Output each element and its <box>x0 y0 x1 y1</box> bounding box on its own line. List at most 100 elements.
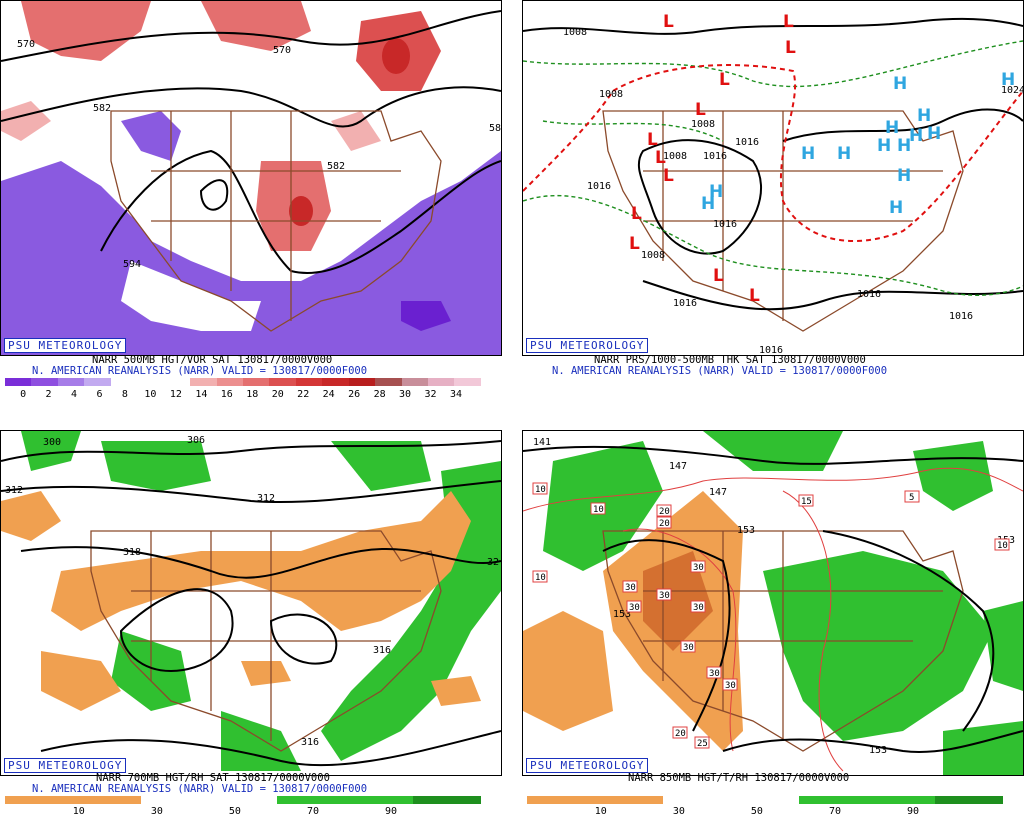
svg-text:30: 30 <box>693 603 704 613</box>
colorbar-tick-label: 16 <box>220 389 233 400</box>
svg-text:1024: 1024 <box>1001 85 1023 96</box>
colorbar-swatch <box>935 796 1003 804</box>
svg-text:15: 15 <box>801 497 812 507</box>
svg-text:30: 30 <box>693 563 704 573</box>
svg-text:300: 300 <box>43 437 61 448</box>
svg-text:20: 20 <box>659 507 670 517</box>
svg-text:L: L <box>785 38 796 58</box>
svg-text:153: 153 <box>613 609 631 620</box>
colorbar-swatch <box>428 378 455 386</box>
svg-text:316: 316 <box>301 737 319 748</box>
svg-text:L: L <box>719 70 730 90</box>
colorbar-tick-label: 70 <box>306 806 319 817</box>
svg-text:1008: 1008 <box>563 27 587 38</box>
svg-text:312: 312 <box>5 485 23 496</box>
colorbar-tick-label: 12 <box>169 389 182 400</box>
svg-text:L: L <box>695 100 706 120</box>
colorbar-tick-label: 90 <box>385 806 398 817</box>
panel1-caption-line1: NARR 500MB HGT/VOR SAT 130817/0000V000 <box>92 354 333 366</box>
rh700-colorbar-ticks: 10 30 50 70 90 <box>5 806 481 818</box>
svg-text:L: L <box>647 130 658 150</box>
svg-text:H: H <box>917 106 931 126</box>
svg-text:32: 32 <box>487 557 499 568</box>
colorbar-tick-label: 4 <box>71 389 78 400</box>
svg-text:570: 570 <box>273 45 291 56</box>
vorticity-colorbar-ticks: 0 2 4 6 8 10 12 14 16 18 20 22 24 26 28 30 32 34 <box>5 389 481 401</box>
svg-text:58: 58 <box>489 123 501 134</box>
colorbar-swatch <box>295 378 323 386</box>
colorbar-swatch <box>345 796 413 804</box>
colorbar-swatch <box>322 378 349 386</box>
colorbar-swatch <box>110 378 138 386</box>
panel3-caption-line2: N. AMERICAN REANALYSIS (NARR) VALID = 13… <box>32 783 368 795</box>
svg-text:1016: 1016 <box>857 289 881 300</box>
colorbar-swatch <box>141 796 209 804</box>
panel2-caption-line1: NARR PRS/1000-500MB THK SAT 130817/0000V… <box>594 354 866 366</box>
vorticity-map: 570 570 582 582 58 594 <box>1 1 501 355</box>
svg-text:582: 582 <box>93 103 111 114</box>
svg-text:318: 318 <box>123 547 141 558</box>
svg-text:1008: 1008 <box>691 119 715 130</box>
svg-text:30: 30 <box>683 643 694 653</box>
pressure-map: 1008 1008 1016 1008 1016 1016 1008 1016 … <box>523 12 1023 355</box>
panel1-caption-line2: N. AMERICAN REANALYSIS (NARR) VALID = 13… <box>32 365 368 377</box>
colorbar-swatch <box>190 378 217 386</box>
svg-text:H: H <box>1001 70 1015 90</box>
colorbar-swatch <box>242 378 270 386</box>
colorbar-tick-label: 30 <box>150 806 163 817</box>
svg-text:H: H <box>837 144 851 164</box>
svg-text:L: L <box>655 148 666 168</box>
svg-text:H: H <box>701 194 715 214</box>
svg-text:5: 5 <box>909 493 914 503</box>
svg-text:570: 570 <box>17 39 35 50</box>
panel-pressure-thickness: 1008 1008 1016 1008 1016 1016 1008 1016 … <box>522 0 1024 356</box>
colorbar-tick-label: 2 <box>45 389 52 400</box>
colorbar-tick-label: 30 <box>399 389 412 400</box>
svg-text:30: 30 <box>625 583 636 593</box>
colorbar-swatch <box>527 796 595 804</box>
colorbar-tick-label: 70 <box>828 806 841 817</box>
colorbar-swatch <box>31 378 58 386</box>
colorbar-tick-label: 26 <box>348 389 361 400</box>
rh700-colorbar <box>5 796 481 804</box>
svg-text:25: 25 <box>697 739 708 749</box>
svg-text:594: 594 <box>123 259 141 270</box>
svg-text:H: H <box>885 118 899 138</box>
psu-meteorology-badge: PSU METEOROLOGY <box>526 338 649 353</box>
rh850-colorbar-ticks: 10 30 50 70 90 <box>527 806 1003 818</box>
svg-text:L: L <box>713 266 724 286</box>
colorbar-tick-label: 14 <box>195 389 208 400</box>
colorbar-tick-label: 90 <box>907 806 920 817</box>
svg-text:1016: 1016 <box>735 137 759 148</box>
panel3-caption-line1: NARR 700MB HGT/RH SAT 130817/0000V000 <box>96 772 330 784</box>
svg-text:30: 30 <box>659 591 670 601</box>
svg-text:1008: 1008 <box>599 89 623 100</box>
colorbar-swatch <box>137 378 164 386</box>
svg-text:20: 20 <box>659 519 670 529</box>
colorbar-swatch <box>5 378 32 386</box>
svg-text:1016: 1016 <box>673 298 697 309</box>
colorbar-tick-label: 8 <box>121 389 128 400</box>
colorbar-tick-label: 50 <box>750 806 763 817</box>
svg-text:1016: 1016 <box>713 219 737 230</box>
svg-text:L: L <box>631 204 642 224</box>
colorbar-tick-label: 20 <box>271 389 284 400</box>
svg-text:30: 30 <box>725 681 736 691</box>
colorbar-swatch <box>348 378 376 386</box>
svg-text:H: H <box>909 126 923 146</box>
svg-text:153: 153 <box>869 745 887 756</box>
svg-text:153: 153 <box>737 525 755 536</box>
psu-meteorology-badge: PSU METEOROLOGY <box>4 338 127 353</box>
svg-text:30: 30 <box>629 603 640 613</box>
colorbar-tick-label: 34 <box>449 389 463 400</box>
svg-text:141: 141 <box>533 437 551 448</box>
svg-text:L: L <box>783 12 794 32</box>
colorbar-swatch <box>84 378 111 386</box>
colorbar-tick-label: 24 <box>322 389 335 400</box>
svg-text:H: H <box>893 74 907 94</box>
panel2-caption-line2: N. AMERICAN REANALYSIS (NARR) VALID = 13… <box>552 365 888 377</box>
colorbar-tick-label: 10 <box>72 806 85 817</box>
colorbar-swatch <box>867 796 935 804</box>
svg-text:316: 316 <box>373 645 391 656</box>
colorbar-swatch <box>209 796 277 804</box>
